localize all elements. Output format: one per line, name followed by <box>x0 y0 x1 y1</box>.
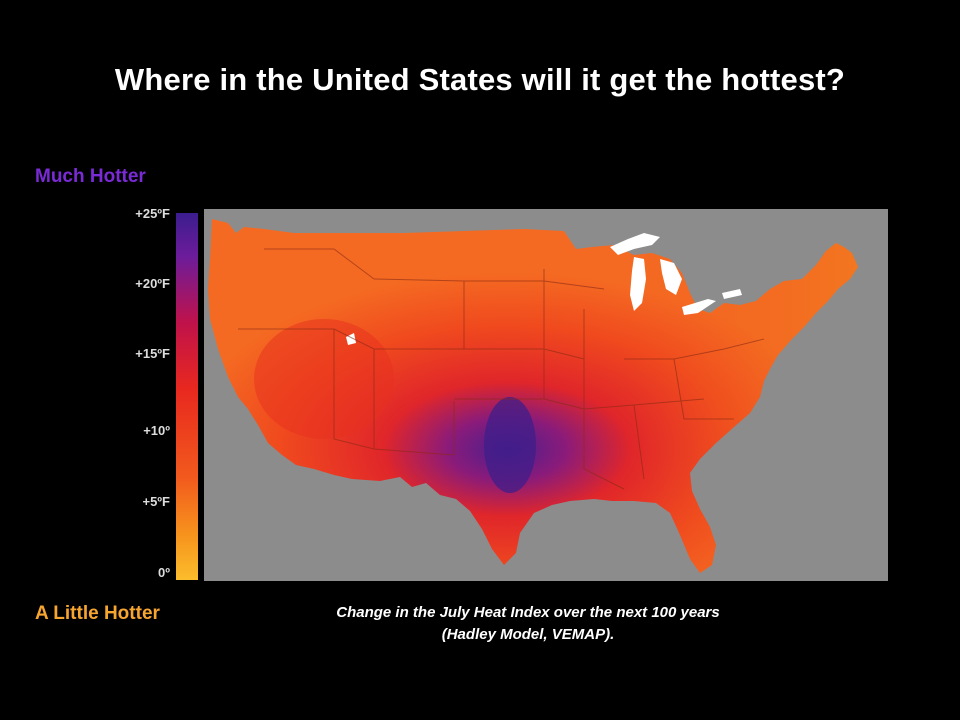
border-line <box>543 269 585 360</box>
lake-superior <box>610 233 660 255</box>
caption-line-2: (Hadley Model, VEMAP). <box>441 626 615 643</box>
tick-label-20: +20ºF <box>135 276 170 291</box>
lake-ontario <box>722 289 742 299</box>
map-svg <box>208 219 858 573</box>
tick-label-0: 0º <box>158 565 170 580</box>
border-line <box>673 358 734 420</box>
tick-label-15: +15ºF <box>135 346 170 361</box>
border-line <box>373 349 455 456</box>
east-coast-wash <box>634 243 858 573</box>
great-lakes <box>346 233 742 345</box>
border-line <box>543 398 705 410</box>
tick-label-10: +10º <box>143 423 170 438</box>
lake-michigan <box>630 257 646 311</box>
map-caption: Change in the July Heat Index over the n… <box>250 602 806 646</box>
color-scale-bar <box>176 213 198 580</box>
border-line <box>333 329 375 450</box>
much-hotter-label: Much Hotter <box>35 166 146 187</box>
border-line <box>583 309 625 490</box>
texas-hotspot-core <box>484 397 536 493</box>
us-heat-index-map <box>204 209 888 581</box>
west-hot-region <box>254 319 394 439</box>
border-line <box>264 248 375 280</box>
lake-huron <box>660 259 682 295</box>
state-borders <box>238 248 765 490</box>
a-little-hotter-label: A Little Hotter <box>35 603 160 624</box>
slide-title: Where in the United States will it get t… <box>114 62 846 97</box>
tick-label-25: +25ºF <box>135 206 170 221</box>
border-line <box>464 280 605 290</box>
tick-label-5: +5ºF <box>142 494 170 509</box>
border-line <box>633 404 645 480</box>
border-line <box>624 338 765 360</box>
lake-erie <box>682 299 716 315</box>
caption-line-1: Change in the July Heat Index over the n… <box>336 604 720 621</box>
